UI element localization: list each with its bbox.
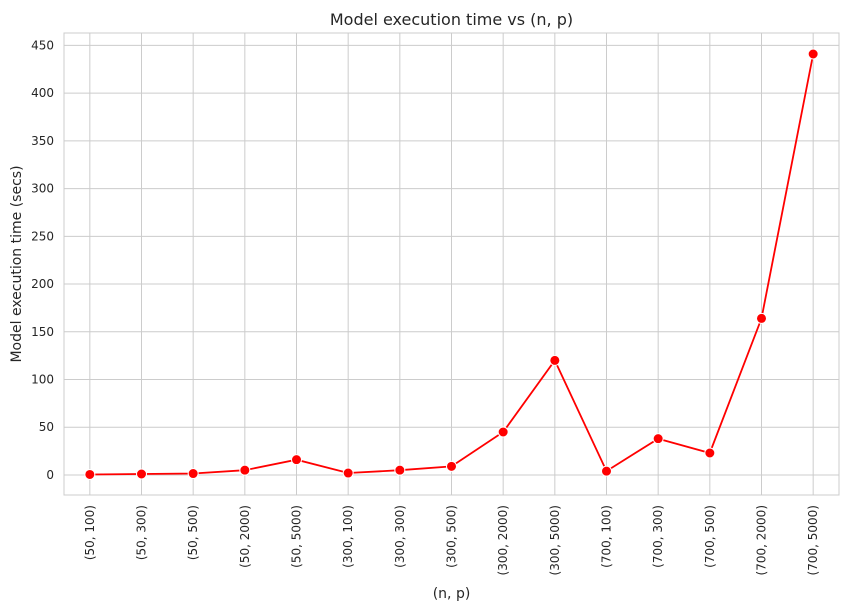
data-point xyxy=(652,433,664,445)
x-tick-label: (50, 500) xyxy=(186,505,200,560)
y-axis-label: Model execution time (secs) xyxy=(9,165,25,362)
data-point xyxy=(601,465,612,477)
x-tick-label: (700, 5000) xyxy=(806,505,820,575)
x-tick-label: (50, 5000) xyxy=(290,505,304,568)
y-tick-label: 200 xyxy=(31,277,54,291)
y-tick-label: 50 xyxy=(39,420,54,434)
data-point xyxy=(497,426,509,438)
x-tick-label: (300, 500) xyxy=(445,505,459,568)
x-tick-label: (300, 100) xyxy=(341,505,355,568)
data-point xyxy=(187,468,199,480)
x-tick-label: (700, 2000) xyxy=(755,505,769,575)
x-axis-label: (n, p) xyxy=(433,586,471,602)
y-tick-label: 300 xyxy=(31,182,54,196)
y-tick-label: 450 xyxy=(31,38,54,52)
x-tick-labels: (50, 100) (50, 300) (50, 500) (50, 2000) (50… xyxy=(83,505,820,575)
y-tick-label: 0 xyxy=(46,468,54,482)
data-point xyxy=(549,354,561,366)
chart-title: Model execution time vs (n, p) xyxy=(330,10,573,29)
plot-area xyxy=(63,32,840,496)
x-tick-label: (50, 2000) xyxy=(238,505,252,568)
data-point xyxy=(291,454,302,466)
data-point xyxy=(136,468,147,480)
x-tick-label: (300, 300) xyxy=(393,505,407,568)
data-point xyxy=(446,460,457,472)
x-tick-label: (700, 100) xyxy=(600,505,614,568)
y-tick-label: 350 xyxy=(31,134,54,148)
x-tick-label: (50, 300) xyxy=(135,505,149,560)
plot-frame xyxy=(63,32,840,496)
y-tick-label: 250 xyxy=(31,229,54,243)
grid xyxy=(64,33,839,495)
x-tick-label: (300, 5000) xyxy=(548,505,562,575)
data-point xyxy=(704,447,716,459)
data-point xyxy=(394,464,406,476)
x-tick-label: (700, 500) xyxy=(703,505,717,568)
data-point xyxy=(84,468,96,480)
y-tick-label: 100 xyxy=(31,373,54,387)
data-point xyxy=(756,312,767,324)
markers xyxy=(84,48,819,480)
data-point xyxy=(807,48,819,60)
x-tick-label: (300, 2000) xyxy=(496,505,510,575)
y-tick-label: 400 xyxy=(31,86,54,100)
data-point xyxy=(239,464,251,476)
y-tick-labels: 0 50 100 150 200 250 300 350 400 450 xyxy=(31,38,54,482)
y-tick-label: 150 xyxy=(31,325,54,339)
x-tick-label: (50, 100) xyxy=(83,505,97,560)
data-point xyxy=(342,467,354,479)
x-tick-label: (700, 300) xyxy=(651,505,665,568)
